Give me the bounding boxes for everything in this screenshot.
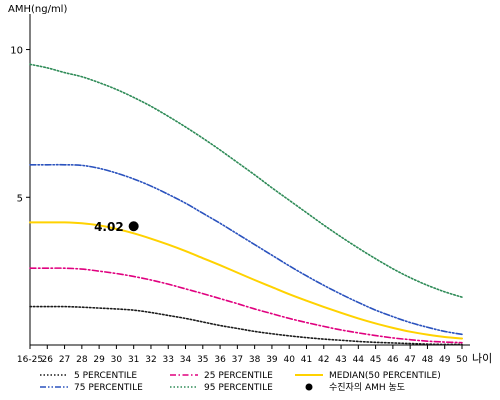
series-lines bbox=[29, 63, 463, 346]
legend: 5 PERCENTILE 25 PERCENTILE MEDIAN(50 PERCE… bbox=[40, 371, 441, 393]
x-tick-label: 38 bbox=[249, 355, 261, 365]
series-line-median-50-percentile bbox=[29, 221, 463, 340]
x-tick-label: 46 bbox=[387, 355, 399, 365]
y-ticks: 5 10 bbox=[10, 46, 30, 204]
x-tick-label: 40 bbox=[283, 355, 295, 365]
legend-label: 95 PERCENTILE bbox=[204, 383, 273, 393]
y-tick-label: 5 bbox=[17, 193, 23, 204]
x-tick-label: 37 bbox=[232, 355, 243, 365]
x-tick-label: 50 bbox=[456, 355, 468, 365]
series-line-25-percentile bbox=[29, 267, 463, 344]
axes bbox=[29, 14, 470, 346]
series-line-75-percentile bbox=[29, 163, 463, 336]
series-line-95-percentile bbox=[29, 63, 463, 298]
x-axis-label: 나이 bbox=[472, 352, 492, 365]
legend-label: 5 PERCENTILE bbox=[74, 371, 137, 381]
x-tick-label: 47 bbox=[404, 355, 415, 365]
x-tick-label: 44 bbox=[353, 355, 365, 365]
x-tick-label: 35 bbox=[197, 355, 208, 365]
x-tick-label: 26 bbox=[42, 355, 54, 365]
patient-point bbox=[128, 221, 139, 232]
x-tick-label: 45 bbox=[370, 355, 381, 365]
x-tick-label: 27 bbox=[59, 355, 70, 365]
series-line-5-percentile bbox=[29, 305, 463, 346]
x-tick-label: 28 bbox=[76, 355, 88, 365]
x-tick-label: 39 bbox=[266, 355, 278, 365]
y-axis-label: AMH(ng/ml) bbox=[8, 4, 67, 15]
x-tick-label: 16-25 bbox=[17, 355, 43, 365]
x-tick-label: 36 bbox=[214, 355, 226, 365]
legend-label: MEDIAN(50 PERCENTILE) bbox=[329, 371, 441, 381]
x-tick-label: 48 bbox=[422, 355, 434, 365]
x-tick-label: 34 bbox=[180, 355, 192, 365]
patient-marker: 4.02 bbox=[94, 220, 139, 234]
x-tick-label: 32 bbox=[145, 355, 156, 365]
patient-point-label: 4.02 bbox=[94, 220, 124, 234]
y-tick-label: 10 bbox=[10, 46, 23, 57]
x-tick-label: 33 bbox=[163, 355, 174, 365]
x-tick-label: 43 bbox=[335, 355, 346, 365]
legend-swatch-patient-point bbox=[305, 383, 313, 391]
legend-label: 수진자의 AMH 농도 bbox=[329, 382, 405, 393]
x-tick-label: 30 bbox=[111, 355, 123, 365]
x-tick-label: 41 bbox=[301, 355, 312, 365]
x-tick-label: 42 bbox=[318, 355, 329, 365]
legend-label: 25 PERCENTILE bbox=[204, 371, 273, 381]
x-tick-label: 31 bbox=[128, 355, 139, 365]
legend-label: 75 PERCENTILE bbox=[74, 383, 143, 393]
x-tick-label: 49 bbox=[439, 355, 451, 365]
x-tick-label: 29 bbox=[93, 355, 105, 365]
